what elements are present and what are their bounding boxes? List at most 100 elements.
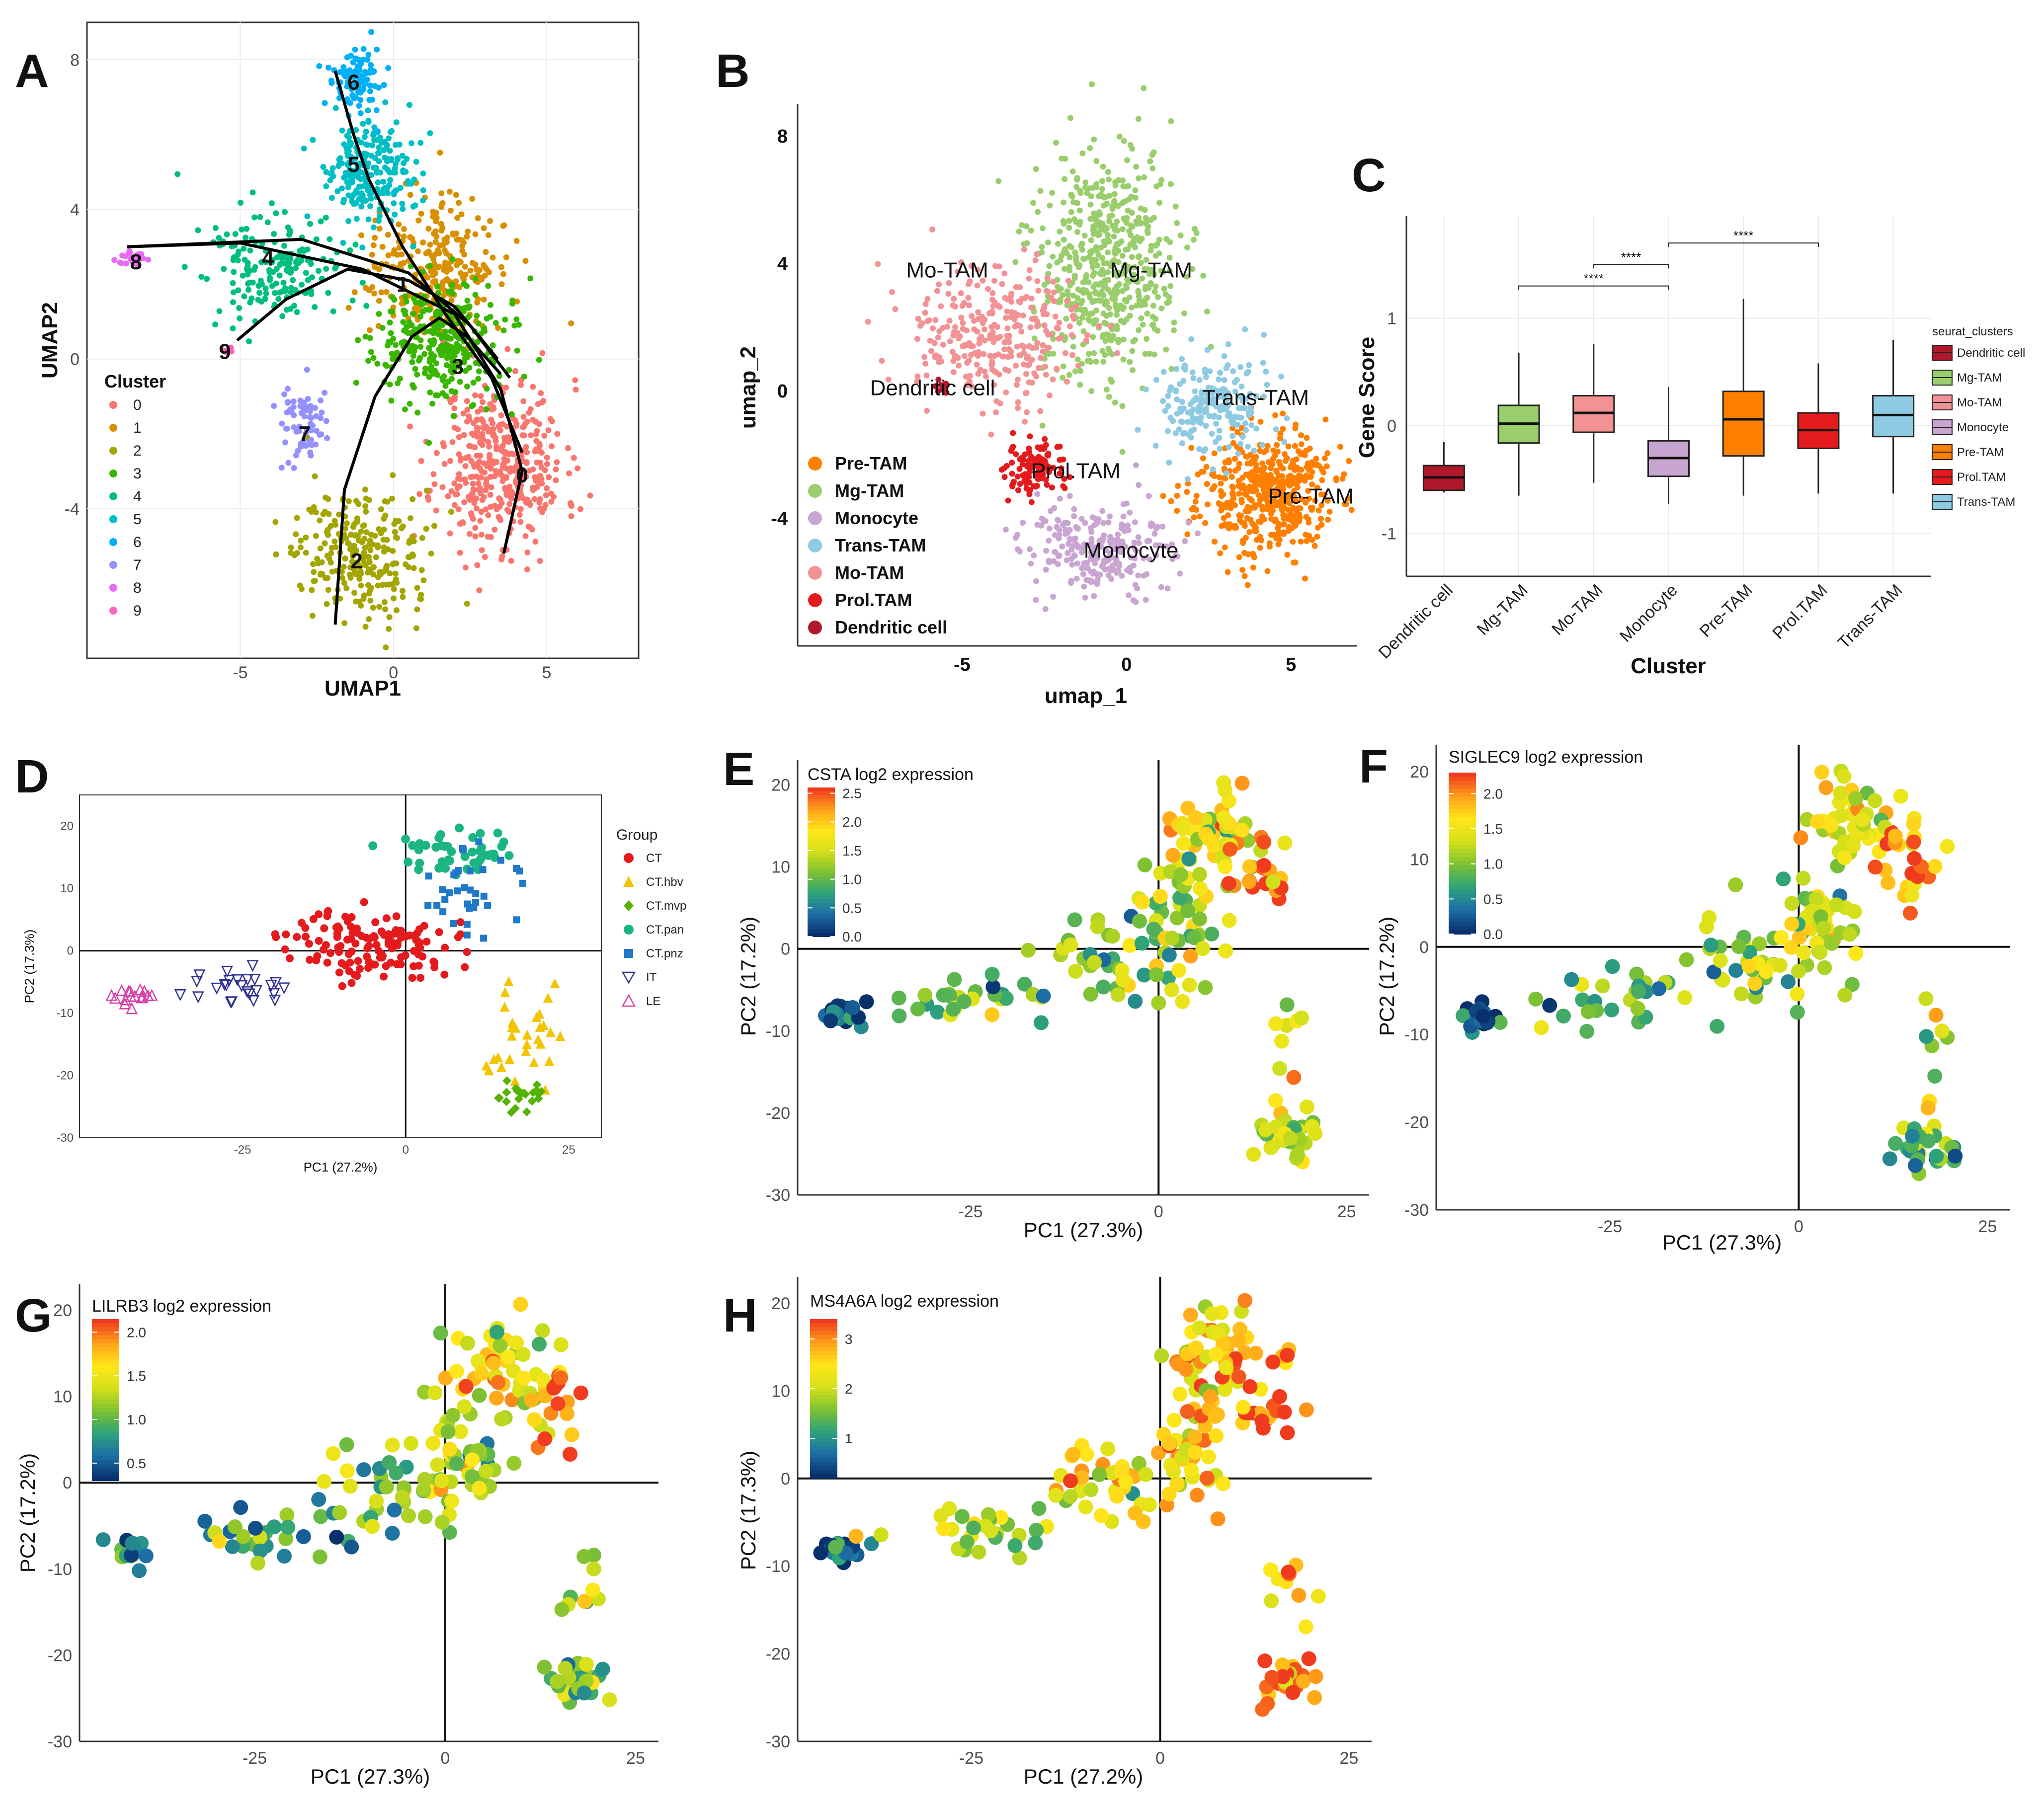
point-cluster-0 xyxy=(524,496,530,503)
point-cluster-4 xyxy=(331,265,338,272)
point-celltype xyxy=(1211,473,1218,479)
legend-label: CT xyxy=(646,852,662,865)
point-celltype xyxy=(1226,521,1233,527)
point-cluster-6 xyxy=(336,95,342,101)
y-tick-label: 20 xyxy=(1410,763,1429,782)
point-cluster-2 xyxy=(376,604,383,610)
point-sample xyxy=(1175,994,1190,1009)
point-cluster-4 xyxy=(235,287,242,294)
point-CT-pan xyxy=(404,858,413,867)
point-sample xyxy=(1818,780,1834,795)
point-celltype xyxy=(1056,287,1062,294)
point-celltype xyxy=(1112,223,1119,229)
point-cluster-0 xyxy=(464,398,470,404)
point-IT xyxy=(242,974,254,986)
point-celltype xyxy=(1196,377,1203,383)
point-sample xyxy=(947,972,962,987)
point-celltype xyxy=(1229,490,1235,497)
point-CT-pan xyxy=(408,841,417,850)
point-cluster-3 xyxy=(388,330,394,336)
point-cluster-0 xyxy=(524,566,530,573)
point-cluster-2 xyxy=(366,588,373,594)
point-sample xyxy=(1256,858,1272,873)
point-sample xyxy=(1110,987,1126,1003)
point-sample xyxy=(1781,974,1796,989)
point-cluster-3 xyxy=(527,275,534,282)
point-cluster-4 xyxy=(230,280,236,286)
point-celltype xyxy=(1181,310,1188,316)
point-celltype xyxy=(1087,201,1094,208)
point-celltype xyxy=(1243,395,1249,402)
point-celltype xyxy=(1339,475,1346,482)
point-celltype xyxy=(1088,388,1095,394)
point-celltype xyxy=(1126,228,1133,235)
point-cluster-0 xyxy=(537,472,543,479)
point-sample xyxy=(1137,857,1152,872)
point-cluster-1 xyxy=(400,260,407,266)
point-celltype xyxy=(1224,392,1230,398)
point-cluster-0 xyxy=(480,437,487,443)
point-cluster-0 xyxy=(536,442,543,449)
point-cluster-0 xyxy=(477,490,484,496)
point-CT-hbv xyxy=(499,1002,510,1012)
point-cluster-1 xyxy=(432,228,439,235)
point-celltype xyxy=(1100,535,1106,542)
panel-label-c: C xyxy=(1352,149,1386,202)
point-celltype xyxy=(1135,534,1142,541)
point-celltype xyxy=(976,340,982,347)
x-tick-label: -5 xyxy=(233,663,247,682)
point-celltype xyxy=(1235,477,1242,484)
point-cluster-3 xyxy=(516,321,522,328)
trajectory-line xyxy=(333,316,502,625)
point-cluster-3 xyxy=(403,299,409,305)
point-celltype xyxy=(1272,452,1278,459)
point-celltype xyxy=(1200,455,1207,462)
colorbar-segment xyxy=(1449,785,1476,789)
point-cluster-1 xyxy=(414,248,421,254)
point-celltype xyxy=(1011,315,1018,322)
point-cluster-3 xyxy=(374,360,381,367)
point-celltype xyxy=(1107,323,1114,329)
point-celltype xyxy=(1257,418,1264,425)
point-cluster-2 xyxy=(312,473,318,479)
point-cluster-3 xyxy=(496,373,502,379)
point-sample xyxy=(1728,877,1743,892)
point-sample xyxy=(1528,991,1544,1007)
point-sample xyxy=(1713,953,1728,968)
colorbar-segment xyxy=(808,895,835,900)
point-sample xyxy=(1790,1005,1805,1020)
point-cluster-3 xyxy=(492,319,499,326)
point-cluster-0 xyxy=(418,458,424,464)
point-CT xyxy=(353,972,361,980)
point-celltype xyxy=(946,317,953,324)
point-celltype xyxy=(1037,408,1044,414)
point-CT xyxy=(380,972,388,981)
point-cluster-3 xyxy=(473,360,479,366)
point-celltype xyxy=(1102,239,1109,246)
point-cluster-3 xyxy=(405,329,411,336)
significance-label: **** xyxy=(1584,271,1604,286)
point-cluster-1 xyxy=(454,236,460,243)
point-CT-pnz xyxy=(439,886,446,893)
point-celltype xyxy=(1206,413,1213,419)
point-cluster-2 xyxy=(390,595,397,602)
point-cluster-4 xyxy=(346,247,353,254)
point-sample xyxy=(1920,1100,1936,1116)
y-tick-label: -30 xyxy=(1404,1201,1429,1220)
point-celltype xyxy=(1122,297,1128,303)
point-celltype xyxy=(1060,218,1066,224)
legend-swatch xyxy=(109,492,117,500)
point-celltype xyxy=(1251,448,1257,454)
point-sample xyxy=(1776,871,1791,887)
point-cluster-2 xyxy=(345,540,352,547)
point-cluster-5 xyxy=(408,140,414,147)
point-celltype xyxy=(1234,429,1241,435)
point-celltype xyxy=(1055,561,1061,567)
point-celltype xyxy=(1216,474,1223,480)
point-celltype xyxy=(1082,184,1089,191)
point-celltype xyxy=(1091,317,1098,323)
point-CT xyxy=(322,941,330,949)
point-celltype xyxy=(1136,175,1142,181)
point-cluster-1 xyxy=(370,242,377,248)
